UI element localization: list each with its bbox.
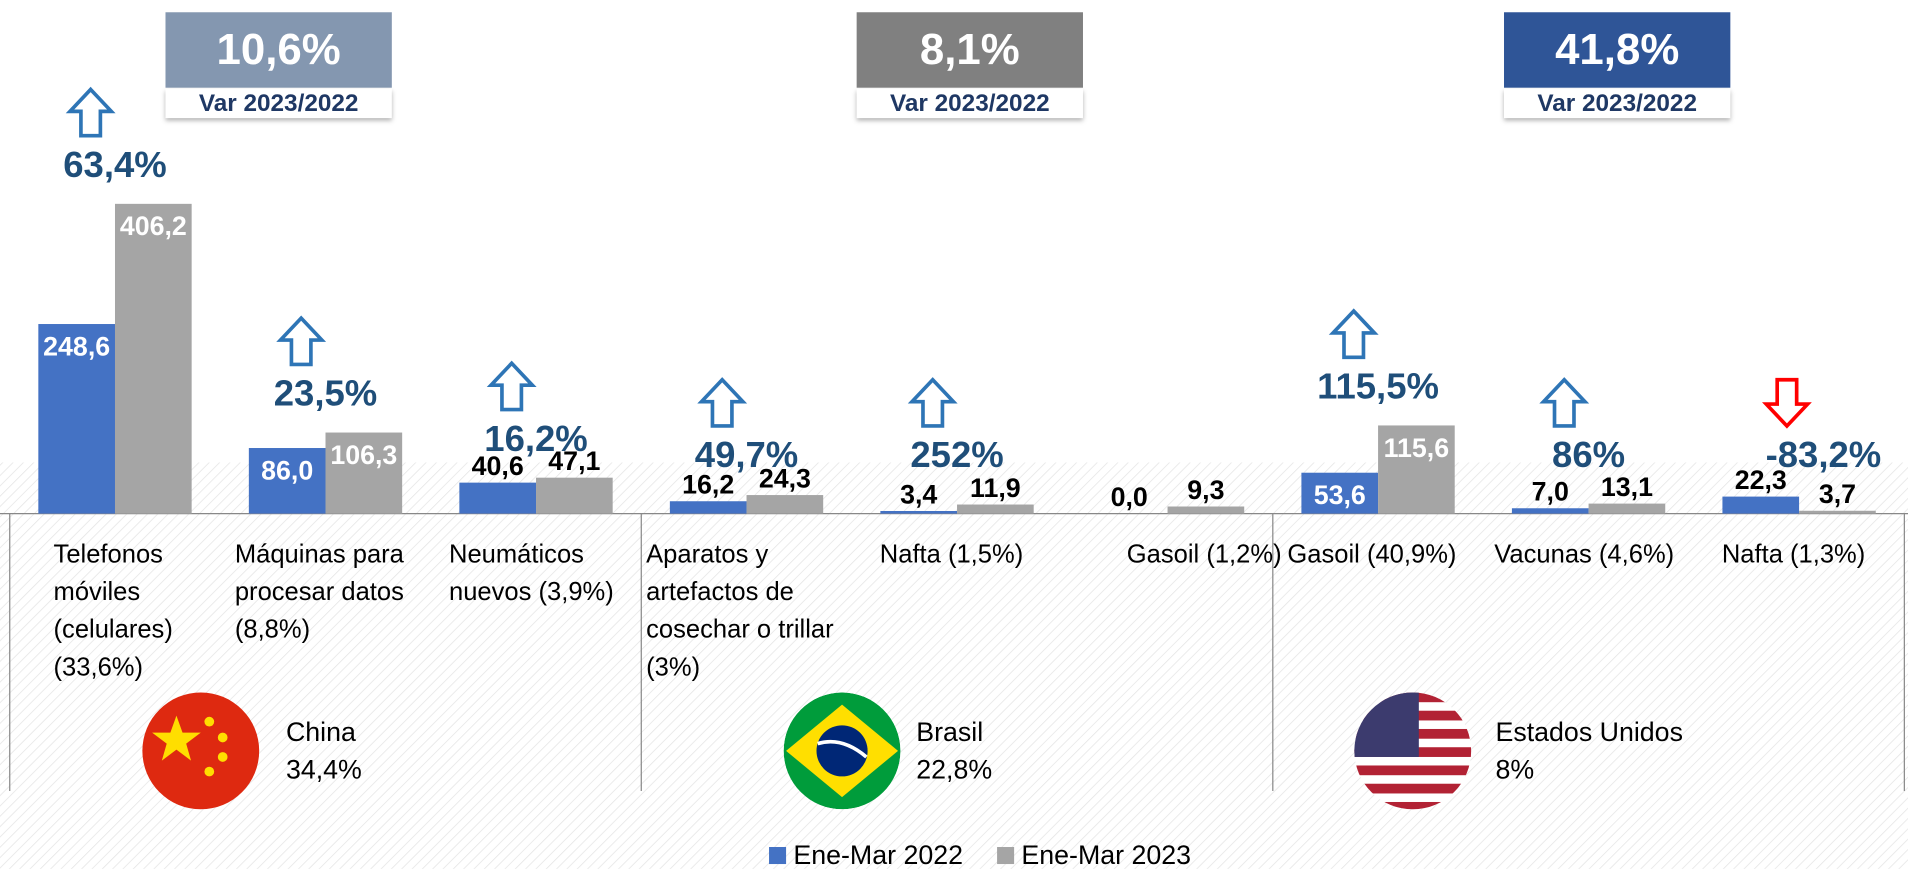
variation-value: 41,8% <box>1555 25 1679 74</box>
category-label-box: Gasoil (40,9%) <box>1287 540 1457 569</box>
value-label: 3,7 <box>1819 479 1856 509</box>
variation-caption: Var 2023/2022 <box>890 90 1050 117</box>
country-share: 34,4% <box>286 755 362 785</box>
category-label-box: Vacunas (4,6%) <box>1494 540 1675 569</box>
variation-box <box>165 12 392 88</box>
flag-china <box>142 692 260 810</box>
category-label-box: Máquinas para procesar datos (8,8%) <box>234 540 404 644</box>
variation-box <box>1504 12 1731 88</box>
value-label: 7,0 <box>1532 477 1569 507</box>
arrow-up <box>276 315 327 367</box>
arrow-up <box>697 377 748 428</box>
value-label: 11,9 <box>970 473 1021 503</box>
value-label: 13,1 <box>1601 472 1653 502</box>
bar <box>880 511 958 514</box>
value-label: 106,3 <box>330 440 397 470</box>
variation-caption: Var 2023/2022 <box>1537 90 1697 117</box>
category-label-box: Aparatos y artefactos de cosechar o tril… <box>646 540 834 682</box>
arrow-down <box>1762 377 1812 429</box>
bar <box>1167 506 1245 514</box>
value-label: 24,3 <box>759 464 811 494</box>
bar <box>669 501 747 514</box>
category-label: Gasoil (40,9%) <box>1287 540 1457 569</box>
bar <box>459 482 537 514</box>
value-label: 3,4 <box>900 479 937 509</box>
value-label: 16,2 <box>682 470 734 500</box>
legend-swatch <box>769 847 787 865</box>
variation-caption: Var 2023/2022 <box>199 90 359 117</box>
category-label: Nafta (1,5%) <box>879 540 1024 569</box>
change-label: 16,2% <box>484 418 587 459</box>
country-share: 22,8% <box>916 755 992 785</box>
bar <box>536 477 613 514</box>
value-label: 0,0 <box>1111 482 1148 512</box>
change-label: 252% <box>910 434 1003 475</box>
change-label: 63,4% <box>63 144 167 185</box>
value-label: 40,6 <box>472 451 524 481</box>
bar <box>325 432 403 514</box>
value-label: 115,6 <box>1384 433 1450 463</box>
arrow-up <box>907 377 958 428</box>
change-label: 23,5% <box>274 373 378 414</box>
arrow-up <box>1328 308 1379 360</box>
category-label: Neumáticos nuevos (3,9%) <box>449 540 614 607</box>
variation-caption-bg <box>856 88 1083 119</box>
legend-label: Ene-Mar 2023 <box>1021 840 1191 869</box>
bar <box>1588 503 1666 514</box>
arrow-up <box>486 360 537 412</box>
variation-box <box>856 12 1083 88</box>
bar <box>1722 496 1800 514</box>
background-hatch <box>0 462 1908 869</box>
change-label: -83,2% <box>1766 434 1882 475</box>
country-name: Estados Unidos <box>1495 717 1682 747</box>
bar <box>957 504 1034 514</box>
bar <box>1511 508 1589 514</box>
variation-caption-bg <box>165 88 392 119</box>
legend-swatch <box>997 847 1015 865</box>
bar <box>1799 510 1876 514</box>
country-share: 8% <box>1495 755 1534 785</box>
bar <box>1301 472 1379 514</box>
variation-value: 8,1% <box>920 25 1020 74</box>
arrow-up <box>1539 377 1590 428</box>
bar <box>114 203 192 514</box>
bar <box>38 324 115 514</box>
category-label: Telefonos móviles (celulares) (33,6%) <box>53 540 173 682</box>
value-label: 9,3 <box>1187 475 1224 505</box>
change-label: 86% <box>1552 434 1625 475</box>
change-label: 49,7% <box>695 434 799 475</box>
value-label: 86,0 <box>261 455 313 485</box>
category-label-box: Gasoil (1,2%) <box>1126 540 1282 569</box>
value-label: 22,3 <box>1735 465 1787 495</box>
category-label-box: Nafta (1,3%) <box>1721 540 1866 569</box>
category-label-box: Telefonos móviles (celulares) (33,6%) <box>53 540 173 682</box>
flag-brazil <box>783 692 901 810</box>
bar <box>248 448 326 514</box>
arrow-up <box>65 86 116 138</box>
value-label: 406,2 <box>120 211 187 241</box>
change-label: 115,5% <box>1317 366 1439 407</box>
flag-usa <box>1354 692 1472 810</box>
legend-label: Ene-Mar 2022 <box>793 840 963 869</box>
category-label: Gasoil (1,2%) <box>1126 540 1282 569</box>
category-label-box: Neumáticos nuevos (3,9%) <box>449 540 614 607</box>
category-label-box: Nafta (1,5%) <box>879 540 1024 569</box>
value-label: 47,1 <box>548 446 600 476</box>
variation-value: 10,6% <box>217 25 341 74</box>
category-label: Nafta (1,3%) <box>1721 540 1866 569</box>
country-name: Brasil <box>916 717 983 747</box>
category-label: Vacunas (4,6%) <box>1494 540 1675 569</box>
country-name: China <box>286 717 356 747</box>
category-label: Máquinas para procesar datos (8,8%) <box>234 540 404 644</box>
bar <box>746 495 824 514</box>
bar <box>1378 425 1455 514</box>
category-label: Aparatos y artefactos de cosechar o tril… <box>646 540 834 682</box>
variation-caption-bg <box>1504 88 1731 119</box>
value-label: 248,6 <box>43 331 110 361</box>
value-label: 53,6 <box>1314 480 1366 510</box>
